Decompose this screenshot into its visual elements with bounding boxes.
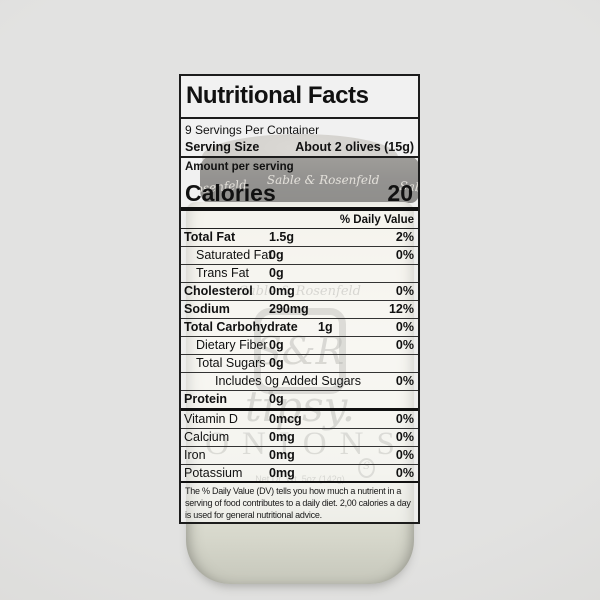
nutrient-daily-value: 0% — [395, 248, 414, 262]
label-title: Nutritional Facts — [181, 76, 418, 119]
daily-value-header: % Daily Value — [181, 211, 418, 229]
nutrient-name: Potassium — [184, 466, 243, 480]
nutrition-label: Nutritional Facts 9 Servings Per Contain… — [179, 74, 420, 524]
nutrient-daily-value: 0% — [395, 412, 414, 426]
nutrient-row-total-fat: Total Fat 1.5g 2% — [181, 229, 418, 247]
serving-size-row: Serving Size About 2 olives (15g) — [181, 139, 418, 158]
amount-per-serving: Amount per serving — [185, 161, 294, 173]
nutrient-row-total-sugars: Total Sugars 0g — [181, 355, 418, 373]
nutrient-daily-value: 0% — [395, 430, 414, 444]
nutrient-name: Includes 0g Added Sugars — [215, 374, 361, 388]
nutrient-name: Dietary Fiber — [196, 338, 268, 352]
nutrient-row-protein: Protein 0g — [181, 391, 418, 411]
nutrient-row-vitamin-d: Vitamin D 0mcg 0% — [181, 411, 418, 429]
nutrient-amount: 0mg — [269, 466, 295, 480]
nutrient-row-sodium: Sodium 290mg 12% — [181, 301, 418, 319]
nutrient-row-includes-0g-added-sugars: Includes 0g Added Sugars 0% — [181, 373, 418, 391]
serving-size-value: About 2 olives (15g) — [295, 140, 414, 154]
nutrient-amount: 0g — [269, 392, 284, 406]
nutrient-name: Saturated Fat — [196, 248, 272, 262]
nutrient-row-saturated-fat: Saturated Fat 0g 0% — [181, 247, 418, 265]
nutrient-row-dietary-fiber: Dietary Fiber 0g 0% — [181, 337, 418, 355]
nutrient-amount: 0g — [269, 356, 284, 370]
nutrient-daily-value: 12% — [388, 302, 414, 316]
nutrient-row-cholesterol: Cholesterol 0mg 0% — [181, 283, 418, 301]
nutrient-daily-value: 2% — [395, 230, 414, 244]
nutrient-daily-value: 0% — [395, 374, 414, 388]
nutrient-amount: 0mg — [269, 448, 295, 462]
nutrient-name: Total Sugars — [196, 356, 266, 370]
nutrient-rows: Total Fat 1.5g 2% Saturated Fat 0g 0% Trans Fa… — [181, 229, 418, 483]
nutrient-daily-value: 0% — [395, 448, 414, 462]
nutrient-amount: 0g — [269, 248, 284, 262]
nutrient-name: Trans Fat — [196, 266, 250, 280]
nutrient-name: Total Carbohydrate — [184, 320, 298, 334]
nutrient-amount: 1g — [318, 320, 333, 334]
nutrient-daily-value: 0% — [395, 320, 414, 334]
nutrient-amount: 0mcg — [269, 412, 302, 426]
nutrient-row-total-carbohydrate: Total Carbohydrate 1g 0% — [181, 319, 418, 337]
nutrient-row-calcium: Calcium 0mg 0% — [181, 429, 418, 447]
calories-label: Calories — [185, 179, 276, 206]
serving-size-label: Serving Size — [185, 140, 260, 154]
calories-row: Calories 20 — [181, 175, 418, 211]
nutrient-daily-value: 0% — [395, 466, 414, 480]
daily-value-footnote: The % Daily Value (DV) tells you how muc… — [185, 486, 411, 520]
nutrient-name: Sodium — [184, 302, 230, 316]
nutrient-daily-value: 0% — [395, 284, 414, 298]
nutrient-name: Iron — [184, 448, 206, 462]
nutrient-row-potassium: Potassium 0mg 0% — [181, 465, 418, 483]
nutrient-daily-value: 0% — [395, 338, 414, 352]
nutrient-name: Calcium — [184, 430, 230, 444]
nutrient-name: Protein — [184, 392, 228, 406]
nutrient-amount: 290mg — [269, 302, 309, 316]
servings-per-container: 9 Servings Per Container — [185, 123, 320, 137]
nutrient-amount: 0mg — [269, 430, 295, 444]
nutrient-amount: 0g — [269, 266, 284, 280]
nutrient-amount: 0mg — [269, 284, 295, 298]
nutrient-name: Cholesterol — [184, 284, 253, 298]
nutrient-row-iron: Iron 0mg 0% — [181, 447, 418, 465]
nutrient-amount: 1.5g — [269, 230, 295, 244]
nutrient-name: Vitamin D — [184, 412, 238, 426]
calories-value: 20 — [387, 179, 413, 206]
nutrient-amount: 0g — [269, 338, 284, 352]
nutrient-name: Total Fat — [184, 230, 236, 244]
nutrient-row-trans-fat: Trans Fat 0g — [181, 265, 418, 283]
